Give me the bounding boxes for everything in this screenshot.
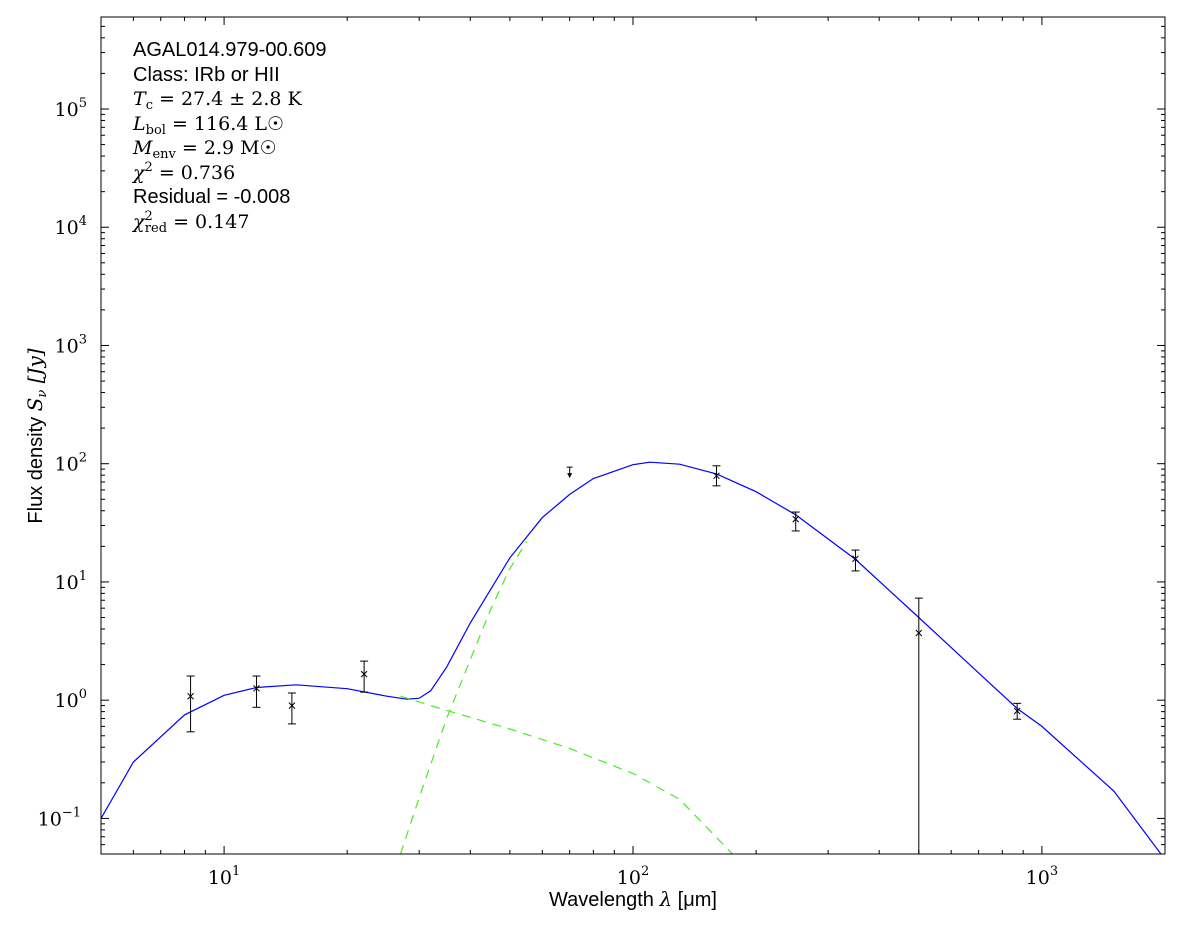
point-marker	[915, 629, 923, 637]
data-point	[914, 597, 923, 854]
y-axis-label: Flux density Sν [Jy]	[23, 348, 50, 523]
temperature: Tc = 27.4 ± 2.8 K	[133, 88, 302, 113]
source-class: Class: IRb or HII	[133, 63, 280, 86]
reduced-chi-squared: χ2red = 0.147	[133, 208, 250, 236]
point-marker	[792, 515, 800, 523]
chi-squared: χ2 = 0.736	[133, 159, 236, 184]
point-marker	[360, 670, 368, 678]
point-marker	[187, 692, 194, 700]
fit-annotations: AGAL014.979-00.609 Class: IRb or HII Tc …	[133, 38, 327, 236]
source-name: AGAL014.979-00.609	[133, 39, 327, 61]
x-tick-label: 101	[208, 864, 240, 889]
y-tick-label: 101	[55, 569, 87, 594]
data-point	[360, 660, 369, 693]
x-tick-label: 102	[617, 864, 649, 889]
point-marker	[852, 555, 859, 563]
data-point	[287, 692, 296, 725]
x-tick-label: 103	[1026, 864, 1058, 889]
y-tick-label: 10−1	[38, 805, 81, 830]
luminosity: Lbol = 116.4 L☉	[133, 112, 285, 138]
point-marker	[713, 472, 720, 480]
y-tick-label: 103	[55, 332, 87, 357]
y-tick-label: 104	[55, 214, 87, 239]
y-tick-label: 105	[55, 96, 87, 121]
y-tick-label: 100	[55, 687, 87, 712]
data-point	[1013, 702, 1022, 720]
data-point	[791, 511, 800, 532]
residual: Residual = -0.008	[133, 186, 291, 208]
component-model-curve	[399, 541, 528, 854]
data-point	[186, 675, 195, 733]
point-marker	[288, 702, 296, 709]
envelope-mass: Menv = 2.9 M☉	[133, 137, 277, 162]
point-marker	[1013, 707, 1021, 715]
data-point	[252, 675, 261, 708]
data-point	[712, 465, 721, 487]
point-marker	[253, 684, 260, 692]
component-model-curve	[400, 695, 733, 854]
upper-limit-arrow	[567, 473, 573, 479]
total-model-curve	[101, 461, 1162, 854]
data-point	[851, 549, 860, 572]
plot-area	[101, 461, 1162, 854]
upper-limit	[566, 466, 573, 479]
y-tick-label: 102	[55, 451, 87, 476]
x-axis-label: Wavelength λ [μm]	[549, 887, 717, 911]
